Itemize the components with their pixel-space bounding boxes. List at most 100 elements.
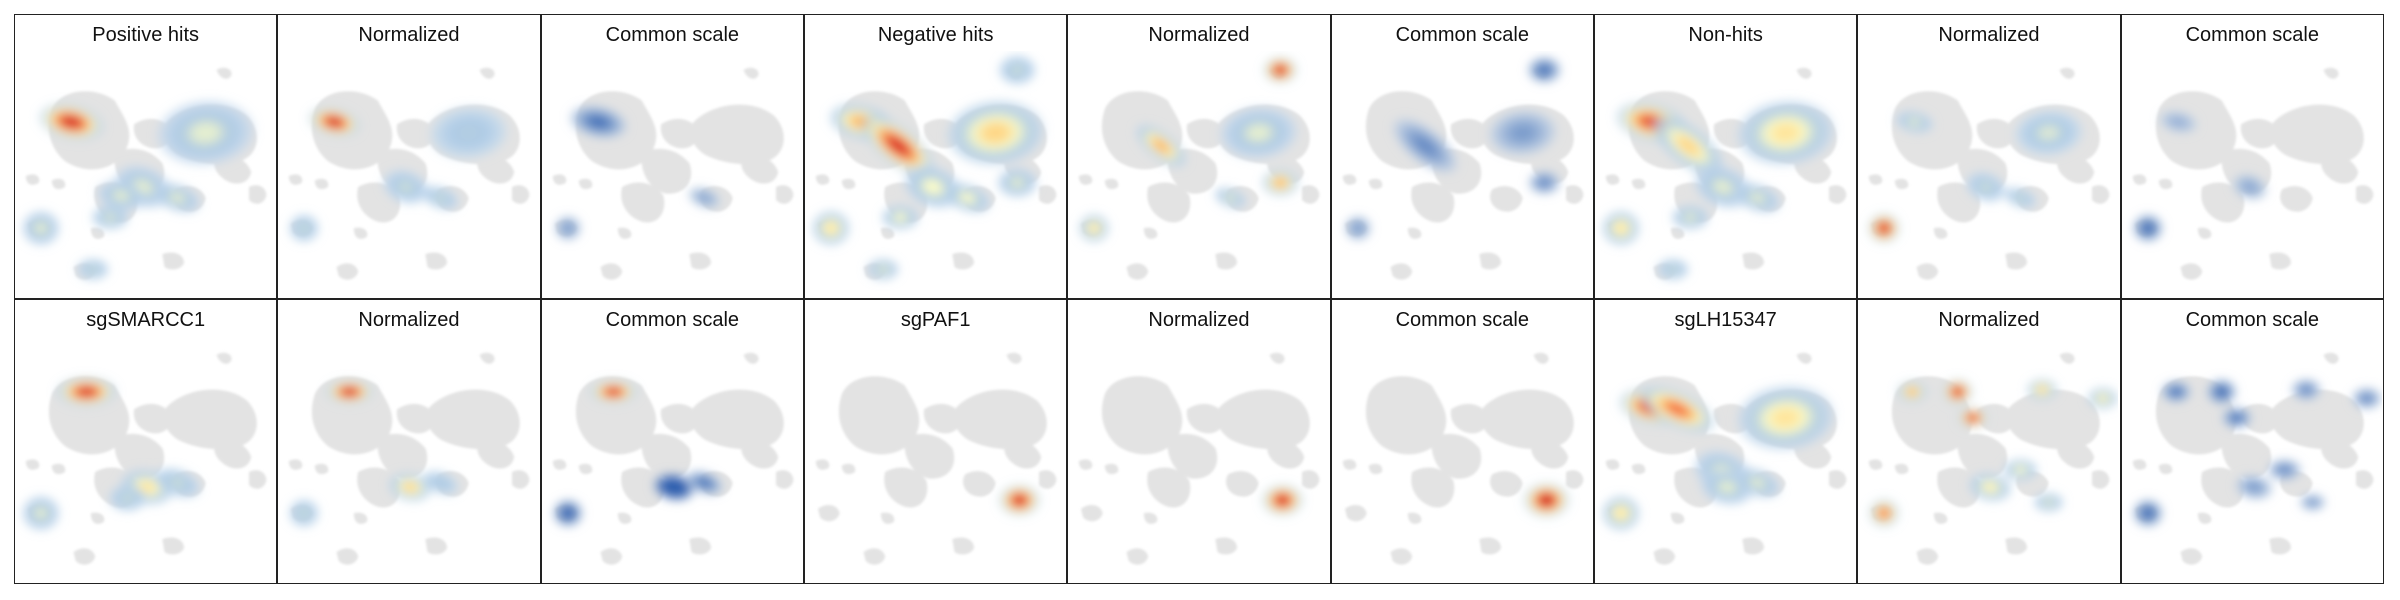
embedding-cluster — [1390, 263, 1412, 280]
density-panel: Non-hits — [1593, 14, 1858, 299]
embedding-cluster — [425, 537, 448, 555]
embedding-cluster — [1533, 352, 1549, 364]
embedding-cluster — [1631, 463, 1646, 475]
embedding-cluster — [2323, 67, 2339, 79]
embedding-cluster — [1957, 433, 2008, 479]
embedding-cluster — [354, 512, 368, 524]
embedding-cluster — [1390, 548, 1412, 565]
density-hotspot — [154, 467, 201, 499]
embedding-cluster — [923, 403, 962, 434]
embedding-cluster — [1079, 459, 1093, 470]
panel-title: Normalized — [1938, 24, 2040, 46]
embedding-cluster — [1794, 155, 1832, 184]
embedding-cluster — [740, 155, 778, 184]
embedding-cluster — [743, 67, 759, 79]
embedding-cluster — [641, 148, 691, 194]
umap-density-plot — [22, 352, 267, 565]
umap-density-plot — [1079, 352, 1320, 565]
density-hotspot — [554, 215, 581, 241]
cell-embedding-background — [289, 352, 530, 565]
embedding-cluster — [953, 389, 1047, 450]
embedding-cluster — [1215, 537, 1238, 555]
density-hotspot — [1488, 109, 1557, 156]
embedding-cluster — [952, 537, 974, 555]
embedding-cluster — [90, 512, 105, 524]
embedding-cluster — [289, 459, 303, 470]
panel-title: Common scale — [1395, 24, 1529, 46]
density-hotspot — [2158, 110, 2198, 134]
embedding-cluster — [2320, 155, 2358, 184]
embedding-cluster — [1410, 467, 1454, 508]
panel-title: Non-hits — [1688, 24, 1763, 46]
panel-title: Positive hits — [92, 24, 200, 46]
embedding-cluster — [1828, 185, 1847, 204]
embedding-cluster — [2355, 185, 2373, 204]
density-hotspot — [1869, 499, 1900, 528]
density-hotspot — [1079, 214, 1110, 243]
embedding-cluster — [377, 433, 428, 479]
embedding-cluster — [2221, 433, 2271, 479]
embedding-cluster — [289, 174, 303, 185]
embedding-cluster — [2180, 548, 2202, 565]
density-hotspot — [430, 106, 508, 159]
embedding-cluster — [1450, 118, 1488, 149]
panel-title: Normalized — [1938, 309, 2040, 331]
density-hotspot — [1602, 495, 1640, 531]
embedding-cluster — [1147, 467, 1191, 508]
embedding-cluster — [163, 389, 257, 450]
embedding-cluster — [1126, 263, 1149, 280]
panel-title: sgLH15347 — [1674, 309, 1777, 331]
umap-density-plot — [815, 352, 1057, 565]
embedding-cluster — [512, 185, 530, 204]
embedding-cluster — [1105, 178, 1119, 190]
density-hotspot — [1965, 171, 2007, 203]
panel-title: Normalized — [358, 24, 460, 46]
embedding-cluster — [2268, 252, 2291, 270]
embedding-cluster — [1410, 182, 1454, 223]
density-hotspot — [422, 470, 460, 496]
density-panel: Common scale — [540, 14, 804, 299]
density-hotspot — [2003, 459, 2039, 481]
embedding-cluster — [315, 178, 329, 190]
embedding-cluster — [1478, 537, 1501, 555]
embedding-cluster — [952, 252, 974, 270]
density-hotspot — [1527, 170, 1561, 195]
density-hotspot — [154, 182, 201, 214]
embedding-cluster — [133, 403, 172, 434]
density-hotspot — [1734, 182, 1781, 214]
embedding-cluster — [1565, 470, 1583, 489]
embedding-cluster — [336, 263, 359, 280]
density-hotspot — [652, 472, 696, 502]
embedding-cluster — [600, 548, 622, 565]
density-panel: sgPAF1 — [803, 299, 1068, 584]
density-hotspot — [2014, 109, 2084, 156]
embedding-cluster — [162, 537, 184, 555]
umap-density-plot — [289, 352, 530, 565]
embedding-cluster — [90, 227, 105, 239]
embedding-cluster — [2197, 227, 2211, 239]
embedding-cluster — [1631, 178, 1646, 190]
embedding-cluster — [1187, 118, 1225, 149]
embedding-cluster — [1480, 389, 1574, 450]
embedding-cluster — [617, 512, 631, 524]
density-hotspot — [2351, 387, 2382, 410]
density-panel: Common scale — [2120, 299, 2384, 584]
embedding-cluster — [817, 505, 840, 522]
density-hotspot — [1214, 187, 1248, 209]
embedding-cluster — [1144, 227, 1158, 239]
embedding-cluster — [1407, 512, 1421, 524]
density-hotspot — [91, 205, 130, 230]
embedding-cluster — [2279, 186, 2313, 212]
embedding-cluster — [841, 178, 856, 190]
panel-row-bottom: sgSMARCC1 Normalized Common scale sgPAF1 Nor… — [14, 299, 2384, 584]
density-hotspot — [1220, 106, 1298, 159]
embedding-cluster — [1102, 376, 1183, 455]
embedding-cluster — [1038, 185, 1057, 204]
embedding-cluster — [1342, 174, 1356, 185]
density-hotspot — [998, 484, 1041, 517]
embedding-cluster — [477, 155, 515, 184]
embedding-cluster — [815, 459, 830, 470]
embedding-cluster — [2132, 174, 2146, 185]
embedding-cluster — [2355, 470, 2373, 489]
cell-embedding-background — [1342, 352, 1583, 565]
